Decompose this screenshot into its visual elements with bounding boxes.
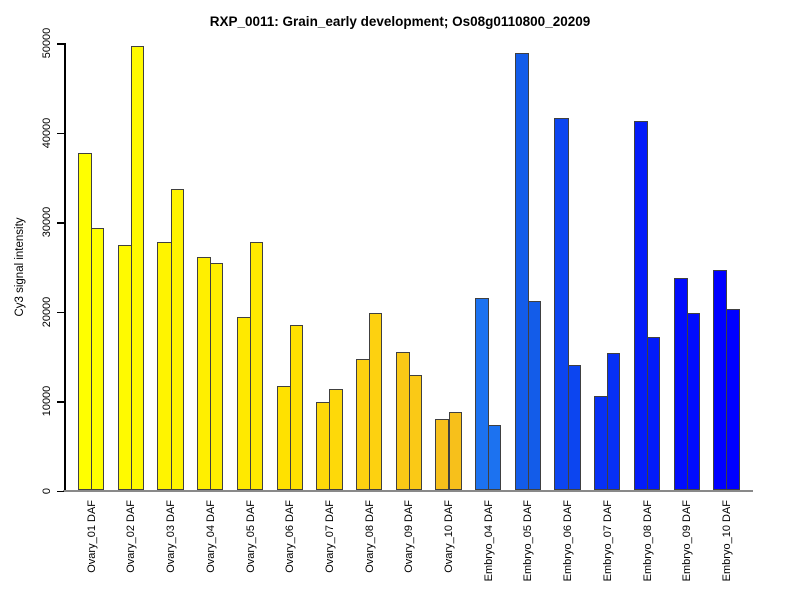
bar-embryo_10-daf-replicate_1 [713,269,728,491]
bar-embryo_06-daf-replicate_2 [567,365,581,491]
y-tick [57,401,64,403]
y-tick-label: 40000 [41,117,53,149]
bar-embryo_07-daf-replicate_2 [607,352,621,491]
y-axis-label: Cy3 signal intensity [14,217,26,317]
bar-ovary_02-daf-replicate_2 [130,45,145,491]
y-axis-line [64,43,66,492]
x-category-label: Embryo_10 DAF [720,500,733,582]
bar-ovary_04-daf-replicate_2 [210,263,224,491]
y-tick-label: 50000 [41,28,53,59]
y-tick [57,43,64,45]
bar-ovary_04-daf-replicate_1 [197,257,212,491]
bar-embryo_05-daf-replicate_1 [514,53,529,491]
y-tick-label: 0 [41,487,53,494]
bar-embryo_09-daf-replicate_2 [686,312,700,491]
bar-embryo_06-daf-replicate_1 [554,118,569,491]
x-category-label: Embryo_04 DAF [482,500,495,582]
bar-ovary_10-daf-replicate_1 [435,418,450,491]
x-category-label: Ovary_09 DAF [403,500,416,573]
x-category-label: Ovary_07 DAF [323,500,336,573]
bar-ovary_09-daf-replicate_1 [395,351,410,491]
bar-ovary_05-daf-replicate_1 [236,316,251,491]
bar-ovary_08-daf-replicate_2 [369,312,383,491]
x-category-label: Ovary_02 DAF [125,500,138,573]
y-tick-label: 10000 [41,385,53,417]
x-category-label: Embryo_07 DAF [601,500,614,582]
bar-ovary_07-daf-replicate_2 [329,388,343,491]
y-tick [57,490,64,492]
bar-ovary_03-daf-replicate_2 [170,189,184,491]
y-tick-label: 30000 [41,206,53,238]
bar-ovary_03-daf-replicate_1 [157,241,172,491]
bar-embryo_05-daf-replicate_2 [527,300,542,491]
bar-ovary_09-daf-replicate_2 [408,375,422,491]
x-category-label: Embryo_06 DAF [562,500,575,582]
bar-embryo_04-daf-replicate_1 [475,298,490,491]
bar-embryo_10-daf-replicate_2 [726,308,740,491]
y-tick [57,132,64,135]
bar-ovary_07-daf-replicate_1 [316,401,331,491]
bar-ovary_06-daf-replicate_2 [289,325,303,491]
bar-embryo_08-daf-replicate_2 [647,336,661,491]
bar-embryo_09-daf-replicate_1 [673,277,688,491]
chart-title: RXP_0011: Grain_early development; Os08g… [209,14,591,29]
y-tick [57,222,64,224]
x-category-label: Ovary_10 DAF [443,500,455,573]
bar-ovary_05-daf-replicate_2 [250,241,264,491]
bar-embryo_07-daf-replicate_1 [594,395,609,491]
x-category-label: Ovary_08 DAF [363,500,376,573]
y-tick [57,311,64,314]
bar-embryo_04-daf-replicate_2 [488,425,502,491]
bar-ovary_02-daf-replicate_1 [117,245,132,491]
x-category-label: Ovary_05 DAF [244,500,257,573]
x-category-label: Ovary_06 DAF [284,500,297,573]
x-category-label: Embryo_09 DAF [681,500,694,582]
bar-ovary_01-daf-replicate_2 [91,228,105,491]
x-category-label: Embryo_08 DAF [641,500,654,582]
x-axis-baseline [63,490,753,492]
y-tick-label: 20000 [41,296,53,327]
bar-ovary_06-daf-replicate_1 [276,385,291,491]
bar-ovary_01-daf-replicate_1 [78,153,93,491]
x-category-label: Embryo_05 DAF [522,500,535,582]
bar-ovary_08-daf-replicate_1 [355,359,371,491]
x-category-label: Ovary_03 DAF [165,500,178,573]
bar-embryo_08-daf-replicate_1 [633,121,648,491]
bar-ovary_10-daf-replicate_2 [448,411,462,491]
x-category-label: Ovary_01 DAF [85,500,98,573]
x-category-label: Ovary_04 DAF [204,500,217,573]
